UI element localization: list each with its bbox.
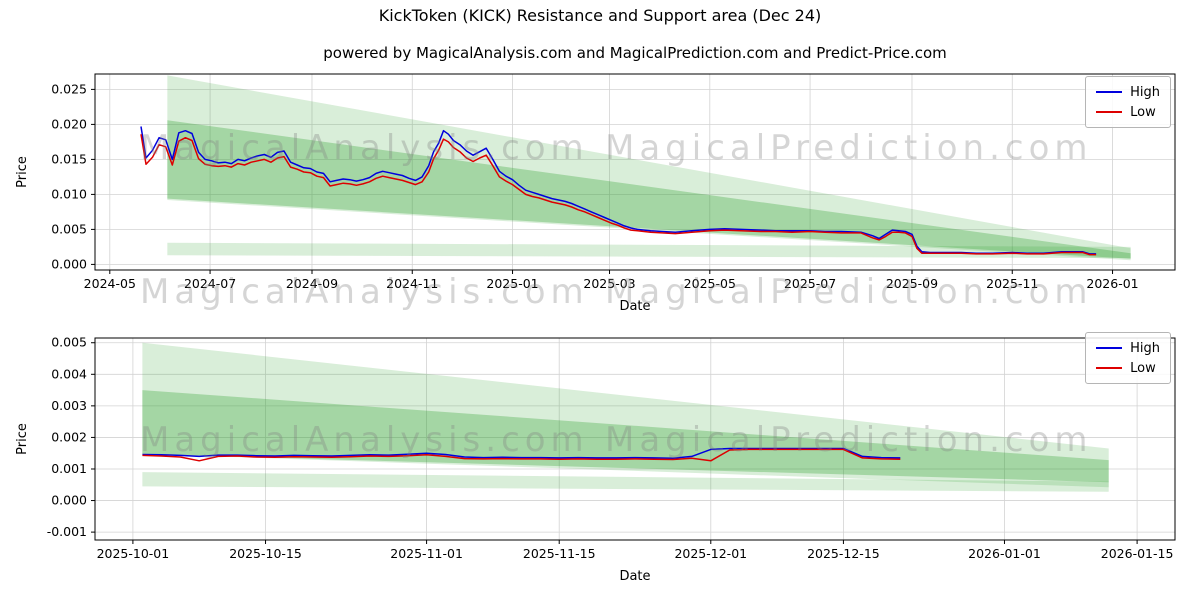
x-tick-label: 2025-10-01	[97, 546, 170, 561]
x-tick-label: 2024-09	[286, 276, 338, 291]
low-line	[142, 448, 901, 462]
legend-label-high: High	[1130, 340, 1160, 356]
high-line	[140, 126, 1097, 255]
x-tick-label: 2025-09	[886, 276, 938, 291]
support-resistance-band	[142, 342, 1109, 488]
y-axis-label: Price	[15, 423, 30, 455]
x-tick-label: 2025-05	[684, 276, 736, 291]
x-tick-label: 2024-11	[386, 276, 438, 291]
y-tick-label: 0.001	[51, 461, 87, 476]
x-tick-label: 2025-11-01	[390, 546, 463, 561]
price-chart-bottom: 2025-10-01 2025-10-15 2025-11-01 2025-11-15…	[15, 335, 1176, 584]
page-title: KickToken (KICK) Resistance and Support …	[378, 6, 822, 25]
y-tick-label: 0.002	[51, 429, 87, 444]
y-axis-label: Price	[15, 156, 30, 188]
y-tick-label: -0.001	[47, 524, 87, 539]
high-line	[142, 447, 901, 460]
legend-item-low: Low	[1096, 102, 1160, 122]
legend-item-high: High	[1096, 82, 1160, 102]
x-tick-label: 2025-10-15	[229, 546, 302, 561]
plot-border	[94, 337, 1176, 541]
legend-item-low: Low	[1096, 358, 1160, 378]
page-subtitle: powered by MagicalAnalysis.com and Magic…	[323, 44, 947, 62]
legend-top: High Low	[1085, 76, 1171, 128]
x-tick-label: 2025-11-15	[523, 546, 596, 561]
support-resistance-band	[142, 472, 1109, 492]
x-tick-label: 2025-12-01	[674, 546, 747, 561]
high-line-swatch	[1096, 91, 1123, 93]
x-tick-label: 2025-03	[583, 276, 635, 291]
support-resistance-band	[167, 242, 1131, 259]
y-tick-label: 0.004	[51, 366, 87, 381]
legend-label-low: Low	[1130, 360, 1156, 376]
high-line-swatch	[1096, 347, 1123, 349]
legend-label-high: High	[1130, 84, 1160, 100]
low-line-swatch	[1096, 111, 1123, 113]
support-resistance-band	[167, 120, 1131, 259]
x-tick-label: 2025-01	[486, 276, 538, 291]
plot-border	[94, 73, 1176, 271]
y-tick-label: 0.020	[51, 116, 87, 131]
low-line	[140, 134, 1097, 256]
x-tick-label: 2026-01	[1086, 276, 1138, 291]
x-axis-label: Date	[619, 569, 650, 584]
x-tick-label: 2024-07	[184, 276, 236, 291]
y-tick-label: 0.005	[51, 221, 87, 236]
legend-bottom: High Low	[1085, 332, 1171, 384]
x-tick-label: 2025-11	[986, 276, 1038, 291]
y-tick-label: 0.005	[51, 335, 87, 350]
y-tick-label: 0.003	[51, 398, 87, 413]
y-tick-label: 0.015	[51, 151, 87, 166]
y-tick-label: 0.025	[51, 81, 87, 96]
x-tick-label: 2026-01-15	[1101, 546, 1174, 561]
y-tick-label: 0.010	[51, 186, 87, 201]
y-tick-label: 0.000	[51, 256, 87, 271]
legend-label-low: Low	[1130, 104, 1156, 120]
legend-item-high: High	[1096, 338, 1160, 358]
y-tick-label: 0.000	[51, 493, 87, 508]
price-chart-top: 2024-05 2024-07 2024-09 2024-11 2025-01 2025-…	[15, 73, 1176, 314]
x-axis-label: Date	[619, 299, 650, 314]
x-tick-label: 2026-01-01	[968, 546, 1041, 561]
x-tick-label: 2025-12-15	[807, 546, 880, 561]
x-tick-label: 2025-07	[784, 276, 836, 291]
x-tick-label: 2024-05	[84, 276, 136, 291]
support-resistance-band	[142, 390, 1109, 483]
support-resistance-band	[167, 75, 1131, 261]
low-line-swatch	[1096, 367, 1123, 369]
